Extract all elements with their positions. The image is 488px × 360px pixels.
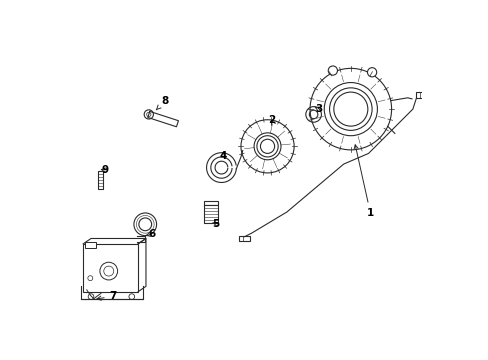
Circle shape	[367, 68, 376, 77]
Text: 8: 8	[156, 96, 168, 110]
FancyBboxPatch shape	[416, 92, 426, 98]
Polygon shape	[147, 111, 178, 127]
Circle shape	[144, 110, 153, 119]
Circle shape	[327, 66, 337, 75]
FancyBboxPatch shape	[98, 171, 103, 189]
Text: 9: 9	[101, 165, 109, 175]
Text: 6: 6	[145, 229, 156, 239]
Text: 5: 5	[211, 219, 219, 229]
Circle shape	[100, 262, 118, 280]
Text: 2: 2	[267, 116, 275, 125]
Text: 7: 7	[97, 291, 117, 301]
FancyBboxPatch shape	[239, 236, 249, 241]
Text: 3: 3	[315, 104, 322, 114]
FancyBboxPatch shape	[83, 244, 138, 292]
Circle shape	[129, 294, 134, 300]
Circle shape	[88, 294, 94, 300]
Text: 1: 1	[353, 145, 373, 217]
FancyBboxPatch shape	[203, 201, 218, 205]
FancyBboxPatch shape	[203, 205, 218, 222]
FancyBboxPatch shape	[85, 242, 96, 248]
Text: 4: 4	[219, 151, 226, 161]
